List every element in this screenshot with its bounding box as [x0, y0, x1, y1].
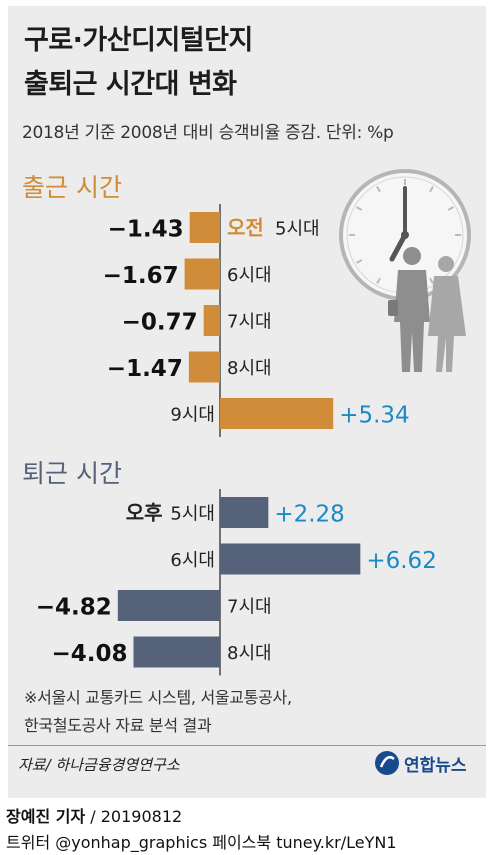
morning-category-label: 6시대 — [227, 265, 272, 286]
evening-bar — [117, 590, 220, 621]
evening-category-label: 7시대 — [227, 597, 272, 618]
morning-value-label: −1.47 — [107, 356, 183, 382]
clock-icon — [339, 169, 471, 301]
divider — [8, 745, 486, 746]
evening-category-label: 5시대 — [170, 504, 215, 525]
morning-bar — [203, 305, 220, 336]
clock-tick — [356, 259, 363, 264]
morning-category-label: 8시대 — [227, 358, 272, 379]
morning-category-label: 9시대 — [170, 405, 215, 426]
commuters-icon — [388, 247, 466, 372]
data-note-line-1: ※서울시 교통카드 시스템, 서울교통공사, — [24, 688, 292, 707]
evening-value-label: +6.62 — [366, 548, 436, 574]
morning-section-title: 출근 시간 — [22, 173, 122, 202]
title-line-2: 출퇴근 시간대 변화 — [24, 69, 237, 100]
morning-category-label: 7시대 — [227, 312, 272, 333]
social-links: 트위터 @yonhap_graphics 페이스북 tuney.kr/LeYN1 — [6, 833, 397, 852]
evening-bar — [220, 497, 269, 528]
evening-category-label: 8시대 — [227, 643, 272, 664]
morning-value-label: −0.77 — [122, 310, 198, 336]
morning-value-label: −1.67 — [103, 263, 179, 289]
data-note: ※서울시 교통카드 시스템, 서울교통공사, 한국철도공사 자료 분석 결과 — [24, 684, 292, 740]
byline-date: / 20190812 — [90, 807, 183, 826]
morning-value-label: +5.34 — [339, 403, 409, 429]
subtitle: 2018년 기준 2008년 대비 승객비율 증감. 단위: %p — [22, 123, 394, 143]
morning-bar — [184, 258, 220, 290]
byline: 장예진 기자 / 20190812 — [6, 803, 182, 827]
evening-period-label: 오후 — [126, 501, 163, 525]
evening-value-label: −4.08 — [51, 641, 127, 667]
morning-bar — [189, 212, 220, 243]
logo-text: 연합뉴스 — [404, 755, 467, 776]
clock-tick — [429, 186, 434, 193]
clock-tick — [376, 186, 381, 193]
yonhap-logo: 연합뉴스 — [374, 748, 467, 778]
clock-tick — [356, 206, 363, 211]
evening-bar — [133, 636, 220, 668]
evening-value-label: +2.28 — [274, 502, 344, 528]
morning-period-label: 오전 — [227, 216, 264, 240]
byline-name: 장예진 기자 — [6, 807, 86, 826]
morning-value-label: −1.43 — [108, 217, 184, 243]
yonhap-logo-icon — [375, 751, 399, 775]
morning-bar — [188, 351, 220, 383]
evening-category-label: 6시대 — [170, 550, 215, 571]
clock-tick — [376, 277, 381, 284]
data-note-line-2: 한국철도공사 자료 분석 결과 — [24, 716, 212, 735]
evening-value-label: −4.82 — [36, 595, 112, 621]
clock-tick — [447, 206, 454, 211]
source-credit: 자료/ 하나금융경영연구소 — [18, 756, 180, 774]
morning-category-label: 5시대 — [275, 219, 320, 240]
evening-bar — [220, 543, 361, 575]
clock-tick — [429, 277, 434, 284]
morning-bar — [220, 398, 334, 429]
evening-section-title: 퇴근 시간 — [22, 459, 122, 488]
title-line-1: 구로·가산디지털단지 — [24, 25, 253, 56]
